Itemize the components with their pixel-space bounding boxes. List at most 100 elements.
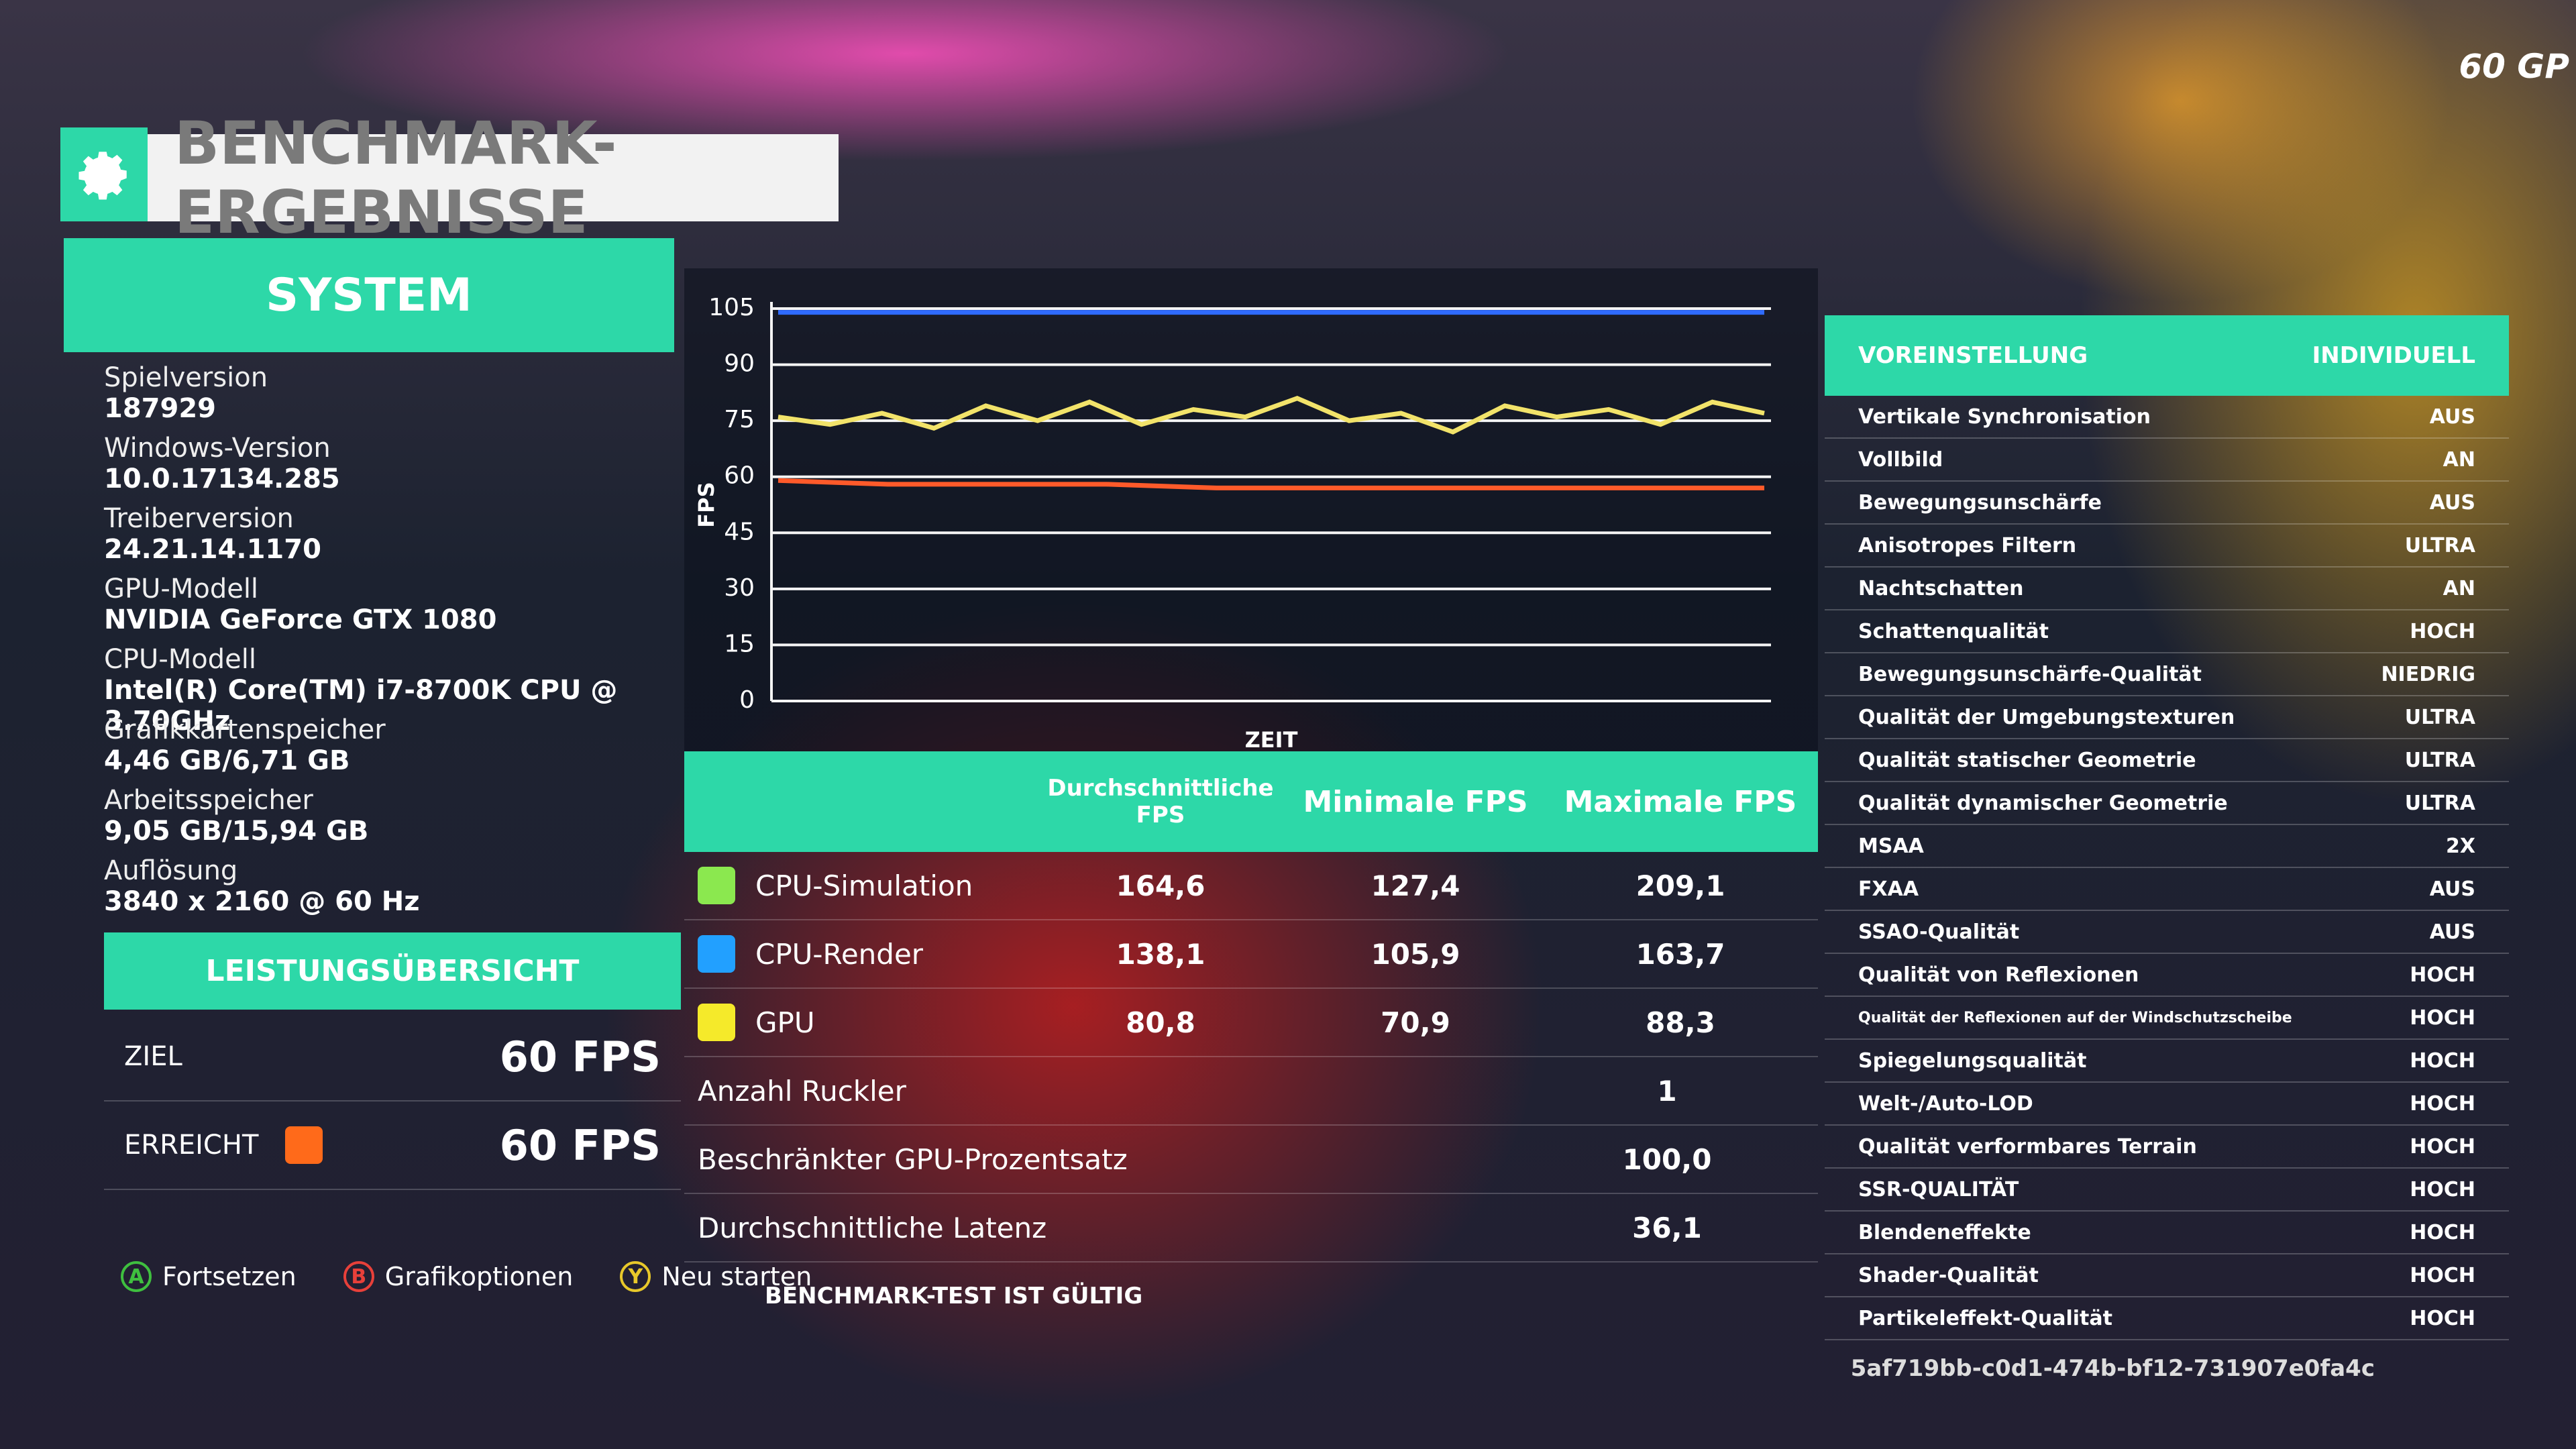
y-tick-label: 30 xyxy=(724,574,755,602)
setting-value: HOCH xyxy=(2410,963,2475,987)
setting-value: AUS xyxy=(2429,405,2475,429)
settings-row: SSAO-Qualität AUS xyxy=(1825,911,2509,954)
system-item: GPU-Modell NVIDIA GeForce GTX 1080 xyxy=(104,574,681,644)
setting-value: NIEDRIG xyxy=(2381,662,2475,686)
settings-row: Partikeleffekt-Qualität HOCH xyxy=(1825,1297,2509,1340)
setting-value: 2X xyxy=(2445,834,2475,858)
fps-line xyxy=(777,478,1764,490)
system-label: Auflösung xyxy=(104,855,238,886)
setting-label: Qualität der Reflexionen auf der Windsch… xyxy=(1858,1009,2292,1026)
column-header: Minimale FPS xyxy=(1303,784,1528,819)
button-label: Fortsetzen xyxy=(162,1262,297,1291)
settings-row: MSAA 2X xyxy=(1825,825,2509,868)
y-tick-label: 105 xyxy=(708,294,755,321)
system-value: 187929 xyxy=(104,393,216,424)
setting-label: Blendeneffekte xyxy=(1858,1220,2031,1244)
setting-value: ULTRA xyxy=(2404,705,2475,729)
performance-list: ZIEL 60 FPS ERREICHT 60 FPS xyxy=(104,1013,681,1190)
system-label: Arbeitsspeicher xyxy=(104,785,313,816)
results-row: CPU-Render 138,1 105,9 163,7 xyxy=(684,920,1818,989)
settings-row: Bewegungsunschärfe-Qualität NIEDRIG xyxy=(1825,653,2509,696)
system-value: 4,46 GB/6,71 GB xyxy=(104,745,350,776)
row-value: 163,7 xyxy=(1635,937,1725,971)
settings-row: Anisotropes Filtern ULTRA xyxy=(1825,525,2509,568)
setting-value: ULTRA xyxy=(2404,533,2475,557)
extra-label: Beschränkter GPU-Prozentsatz xyxy=(698,1142,1128,1176)
setting-value: AUS xyxy=(2429,490,2475,515)
controller-button[interactable]: B Grafikoptionen xyxy=(343,1261,573,1292)
performance-label: ERREICHT xyxy=(124,1130,259,1161)
settings-header: VOREINSTELLUNG INDIVIDUELL xyxy=(1825,315,2509,396)
system-label: CPU-Modell xyxy=(104,644,256,675)
settings-row: Vollbild AN xyxy=(1825,439,2509,482)
performance-row: ERREICHT 60 FPS xyxy=(104,1102,681,1190)
extra-value: 1 xyxy=(1657,1074,1677,1108)
benchmark-id: 5af719bb-c0d1-474b-bf12-731907e0fa4c xyxy=(1850,1355,2375,1382)
chart-background xyxy=(684,268,1818,751)
performance-row: ZIEL 60 FPS xyxy=(104,1013,681,1102)
setting-label: Vertikale Synchronisation xyxy=(1858,405,2151,429)
setting-label: Bewegungsunschärfe-Qualität xyxy=(1858,662,2202,686)
extra-value: 36,1 xyxy=(1632,1211,1702,1244)
system-value: 9,05 GB/15,94 GB xyxy=(104,816,369,847)
system-label: Treiberversion xyxy=(104,503,294,534)
settings-row: Schattenqualität HOCH xyxy=(1825,610,2509,653)
button-label: Neu starten xyxy=(661,1262,812,1291)
controller-button[interactable]: A Fortsetzen xyxy=(121,1261,297,1292)
setting-label: Qualität von Reflexionen xyxy=(1858,963,2139,987)
row-value: 105,9 xyxy=(1371,937,1460,971)
settings-row: Welt-/Auto-LOD HOCH xyxy=(1825,1083,2509,1126)
setting-value: AUS xyxy=(2429,877,2475,901)
setting-value: HOCH xyxy=(2410,1091,2475,1116)
row-label: CPU-Simulation xyxy=(755,869,973,902)
setting-label: Bewegungsunschärfe xyxy=(1858,490,2102,515)
controller-button[interactable]: Y Neu starten xyxy=(620,1261,812,1292)
setting-label: Qualität verformbares Terrain xyxy=(1858,1134,2197,1159)
system-item: CPU-Modell Intel(R) Core(TM) i7-8700K CPU… xyxy=(104,644,681,737)
setting-label: Anisotropes Filtern xyxy=(1858,533,2077,557)
setting-label: Vollbild xyxy=(1858,447,1943,472)
setting-value: ULTRA xyxy=(2404,748,2475,772)
y-tick-label: 75 xyxy=(724,406,755,433)
settings-row: Bewegungsunschärfe AUS xyxy=(1825,482,2509,525)
setting-label: Welt-/Auto-LOD xyxy=(1858,1091,2033,1116)
button-key: Y xyxy=(620,1261,651,1292)
results-row: CPU-Simulation 164,6 127,4 209,1 xyxy=(684,852,1818,920)
setting-label: Partikeleffekt-Qualität xyxy=(1858,1306,2112,1330)
settings-row: Qualität der Reflexionen auf der Windsch… xyxy=(1825,997,2509,1040)
setting-value: HOCH xyxy=(2410,1220,2475,1244)
system-label: Grafikkartenspeicher xyxy=(104,714,386,745)
row-label: CPU-Render xyxy=(755,937,924,971)
system-value: Intel(R) Core(TM) i7-8700K CPU @ 3.70GHz xyxy=(104,675,618,737)
system-item: Windows-Version 10.0.17134.285 xyxy=(104,433,681,503)
performance-header: LEISTUNGSÜBERSICHT xyxy=(104,932,681,1010)
setting-label: SSAO-Qualität xyxy=(1858,920,2020,944)
button-key: B xyxy=(343,1261,374,1292)
settings-row: Spiegelungsqualität HOCH xyxy=(1825,1040,2509,1083)
results-extra-row: Anzahl Ruckler 1 xyxy=(684,1057,1818,1126)
performance-value: 60 FPS xyxy=(499,1120,661,1170)
setting-label: Qualität der Umgebungstexturen xyxy=(1858,705,2235,729)
setting-value: HOCH xyxy=(2410,1306,2475,1330)
fps-counter: 60 GP xyxy=(2459,47,2569,86)
extra-label: Durchschnittliche Latenz xyxy=(698,1211,1047,1244)
results-extra-row: Beschränkter GPU-Prozentsatz 100,0 xyxy=(684,1126,1818,1194)
system-value: NVIDIA GeForce GTX 1080 xyxy=(104,604,497,635)
system-item: Arbeitsspeicher 9,05 GB/15,94 GB xyxy=(104,785,681,855)
system-value: 24.21.14.1170 xyxy=(104,534,321,565)
y-axis-label: FPS xyxy=(694,482,719,527)
setting-label: Spiegelungsqualität xyxy=(1858,1049,2087,1073)
setting-value: AN xyxy=(2443,447,2475,472)
y-tick-label: 90 xyxy=(724,350,755,378)
settings-row: Qualität von Reflexionen HOCH xyxy=(1825,954,2509,997)
setting-value: ULTRA xyxy=(2404,791,2475,815)
settings-row: Qualität statischer Geometrie ULTRA xyxy=(1825,739,2509,782)
row-label: GPU xyxy=(755,1006,815,1039)
setting-label: Qualität statischer Geometrie xyxy=(1858,748,2196,772)
settings-row: Qualität der Umgebungstexturen ULTRA xyxy=(1825,696,2509,739)
system-label: Spielversion xyxy=(104,362,268,393)
system-item: Treiberversion 24.21.14.1170 xyxy=(104,503,681,574)
settings-title: VOREINSTELLUNG xyxy=(1858,342,2088,369)
settings-row: Shader-Qualität HOCH xyxy=(1825,1254,2509,1297)
results-table: Durchschnittliche FPS Minimale FPS Maximal… xyxy=(684,751,1818,1309)
